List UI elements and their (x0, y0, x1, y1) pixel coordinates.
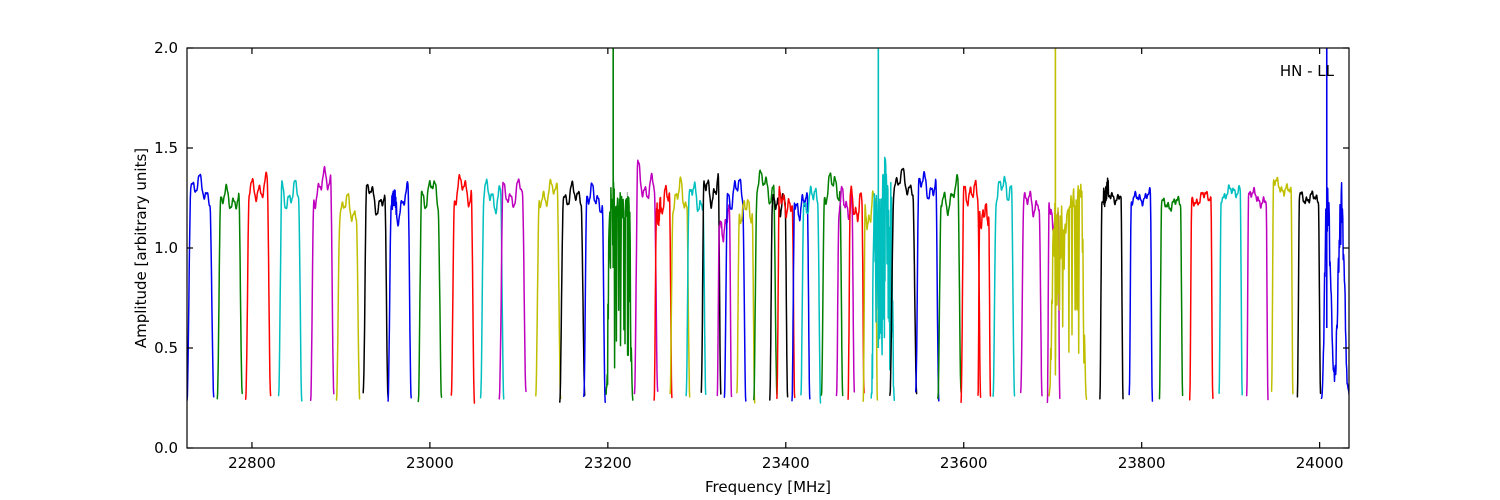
spectrum-band-curve (498, 178, 527, 400)
spectrum-band-curve (1188, 190, 1214, 401)
spectrum-band-curve (1245, 186, 1269, 401)
spectrum-band-curve (1218, 184, 1243, 396)
spectrum-band-curve (889, 167, 918, 396)
x-tick-label: 23800 (1118, 454, 1166, 472)
spectrum-band-curve (914, 170, 940, 402)
spectrum-band-curve (776, 185, 796, 400)
spectrum-band-curve (387, 181, 412, 402)
spectrum-band-curve (847, 185, 865, 400)
x-tick-label: 23000 (406, 454, 454, 472)
data-area (187, 48, 1349, 404)
y-tick-label: 0.5 (154, 339, 178, 357)
spectrum-band-curve (417, 180, 443, 403)
spectrum-band-curve (187, 173, 215, 402)
spectrum-band-curve (633, 159, 659, 395)
spectrum-band-curve (1128, 186, 1154, 402)
y-axis-label: Amplitude [arbitrary units] (132, 147, 150, 349)
spectrum-band-curve (605, 181, 634, 401)
spectrum-band-curve (362, 183, 389, 399)
spectrum-band-curve (309, 165, 335, 402)
spectrum-band-curve (723, 178, 747, 402)
spectrum-band-curve (216, 183, 243, 400)
spectrum-band-curve (244, 171, 272, 400)
spectrum-band-curve (791, 192, 811, 402)
spectrum-band-curve (1296, 190, 1322, 398)
plot-frame (186, 47, 1350, 449)
spectrum-band-curve (479, 178, 505, 400)
x-tick-label: 23600 (940, 454, 988, 472)
spectrum-band-curve (335, 192, 361, 401)
spectrum-band-curve (653, 184, 673, 401)
spectrum-band-curve (960, 179, 982, 404)
plot-annotation-hn-ll: HN - LL (1279, 62, 1334, 80)
spectrum-band-curve (835, 185, 856, 397)
spectrum-band-curve (753, 169, 778, 401)
spectrum-band-curve (1019, 190, 1043, 397)
x-tick-label: 22800 (228, 454, 276, 472)
spectrum-band-curve (685, 181, 707, 397)
spectrum-band-curve (736, 199, 756, 404)
x-tick-label: 23200 (584, 454, 632, 472)
spectrum-band-curve (937, 174, 962, 400)
spectrum-band-curve (277, 179, 303, 402)
spectrum-band-curve (559, 180, 586, 403)
x-axis-label: Frequency [MHz] (704, 478, 832, 496)
spectrum-band-curve (820, 172, 844, 397)
spectrum-band-curve (450, 173, 476, 404)
spectrum-band-curve (535, 178, 562, 400)
x-tick-label: 23400 (762, 454, 810, 472)
spectrum-band-curve (1270, 176, 1294, 395)
spectrum-band-curve (716, 204, 733, 398)
y-tick-label: 2.0 (154, 39, 178, 57)
spectrum-band-curve (1048, 183, 1088, 400)
spectrum-band-curve (669, 176, 691, 398)
y-tick-label: 1.5 (154, 139, 178, 157)
spectrum-band-curve (992, 175, 1016, 397)
spectrum-band-curve (870, 156, 896, 402)
spectrum-band-curve (1320, 182, 1349, 400)
spectrum-band-curve (977, 203, 992, 397)
spectrum-band-curve (583, 182, 606, 404)
spectrum-band-curve (1158, 195, 1184, 400)
x-tick-label: 24000 (1296, 454, 1344, 472)
y-tick-label: 1.0 (154, 239, 178, 257)
spectrum-band-curve (700, 173, 722, 395)
spectrum-band-curve (1099, 177, 1124, 400)
spectrum-band-curve (800, 185, 822, 404)
y-tick-label: 0.0 (154, 439, 178, 457)
